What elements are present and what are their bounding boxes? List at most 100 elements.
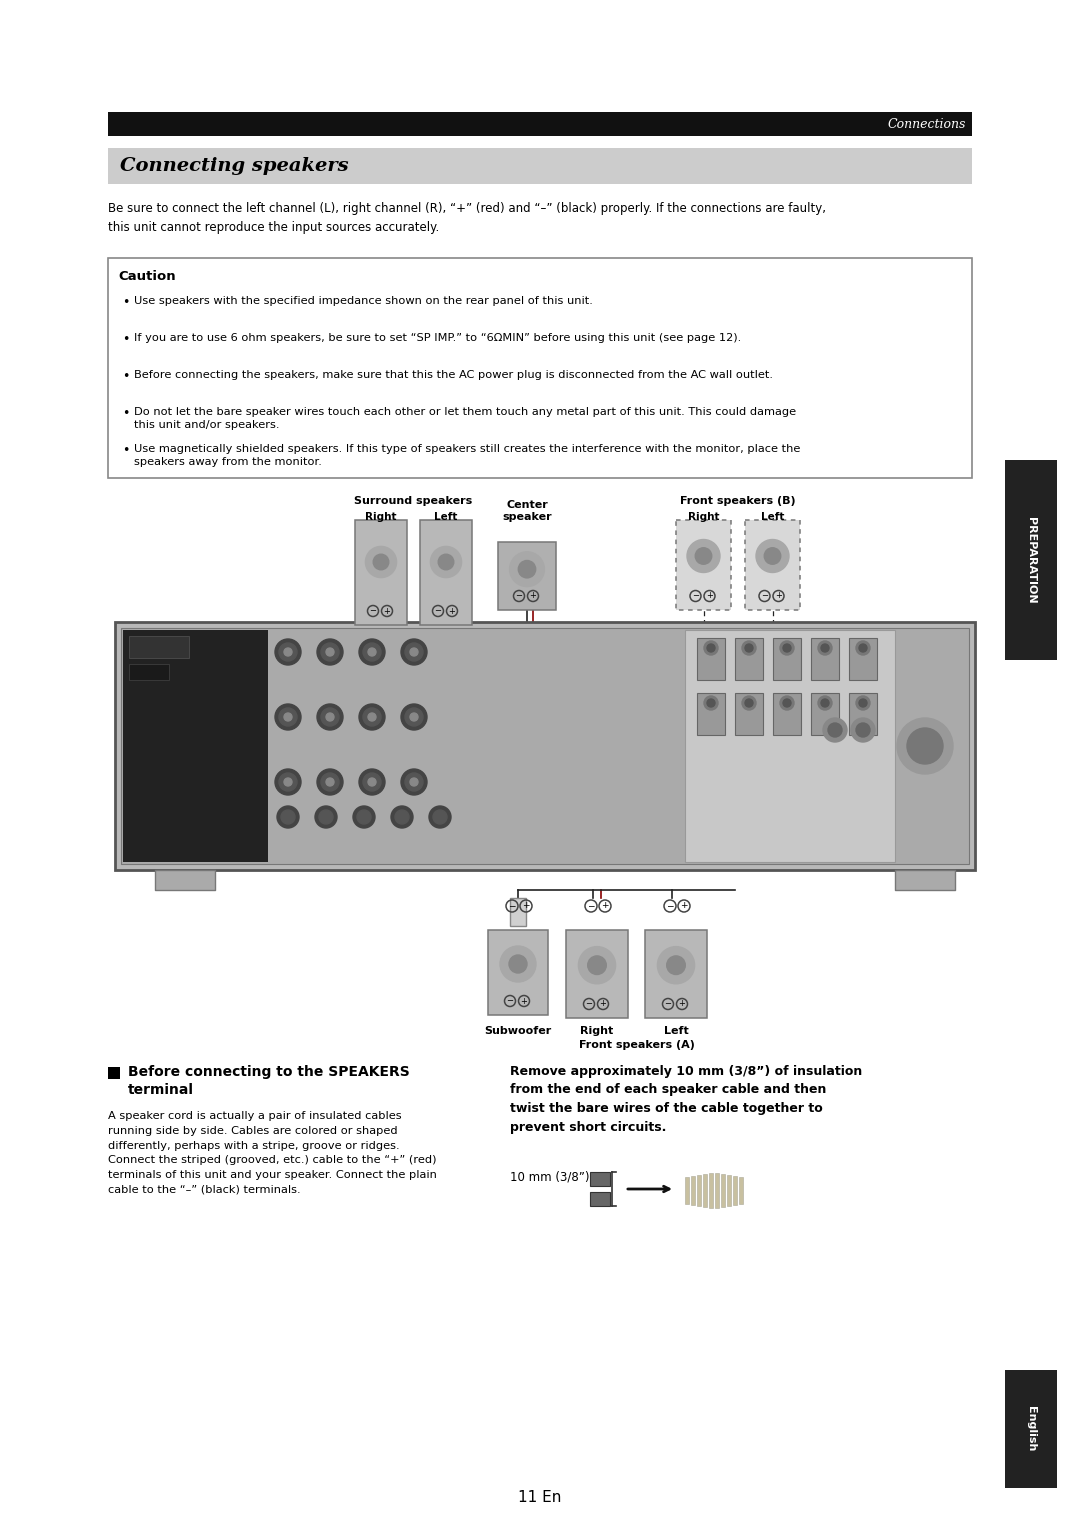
Circle shape — [368, 713, 376, 721]
Circle shape — [359, 770, 384, 796]
Circle shape — [395, 809, 409, 825]
Circle shape — [363, 709, 381, 725]
Bar — [697, 1174, 701, 1205]
Circle shape — [410, 777, 418, 786]
Circle shape — [745, 699, 753, 707]
Text: +: + — [706, 591, 713, 600]
Circle shape — [742, 641, 756, 655]
Bar — [676, 521, 731, 609]
Circle shape — [818, 696, 832, 710]
Circle shape — [319, 809, 333, 825]
Text: 10 mm (3/8”): 10 mm (3/8”) — [510, 1170, 590, 1183]
Text: +: + — [602, 901, 609, 910]
Circle shape — [707, 699, 715, 707]
Circle shape — [318, 704, 343, 730]
Bar — [773, 693, 801, 734]
Circle shape — [276, 806, 299, 828]
Circle shape — [518, 560, 536, 577]
Circle shape — [765, 548, 781, 565]
Text: −: − — [666, 901, 674, 910]
Text: −: − — [585, 1000, 593, 1008]
Circle shape — [405, 643, 423, 661]
Circle shape — [357, 809, 372, 825]
Text: Center
speaker: Center speaker — [502, 499, 552, 522]
Bar — [721, 1174, 725, 1206]
Circle shape — [318, 638, 343, 664]
Text: English: English — [1026, 1406, 1036, 1452]
Circle shape — [321, 709, 339, 725]
Bar — [1005, 1370, 1057, 1487]
Circle shape — [666, 956, 686, 974]
Text: Caution: Caution — [118, 270, 176, 282]
Bar — [108, 111, 972, 136]
Circle shape — [359, 704, 384, 730]
Circle shape — [405, 773, 423, 791]
Text: +: + — [383, 606, 391, 615]
Text: −: − — [434, 606, 442, 615]
Bar — [691, 1176, 696, 1205]
Text: PREPARATION: PREPARATION — [1026, 516, 1036, 603]
Text: Use magnetically shielded speakers. If this type of speakers still creates the i: Use magnetically shielded speakers. If t… — [134, 444, 800, 467]
Text: Before connecting to the SPEAKERS: Before connecting to the SPEAKERS — [129, 1064, 409, 1080]
Circle shape — [391, 806, 413, 828]
Text: −: − — [507, 997, 513, 1005]
Text: −: − — [588, 901, 595, 910]
Bar — [849, 638, 877, 680]
Bar — [685, 631, 895, 863]
Text: +: + — [448, 606, 456, 615]
Bar — [811, 693, 839, 734]
Bar — [420, 521, 472, 625]
Bar — [108, 148, 972, 183]
Circle shape — [279, 643, 297, 661]
Circle shape — [783, 644, 791, 652]
Bar — [121, 628, 969, 864]
Bar — [1005, 460, 1057, 660]
Bar — [733, 1176, 737, 1205]
Bar — [590, 1193, 610, 1206]
Text: Front speakers (B): Front speakers (B) — [680, 496, 796, 505]
Text: Use speakers with the specified impedance shown on the rear panel of this unit.: Use speakers with the specified impedanc… — [134, 296, 593, 305]
Text: •: • — [122, 370, 130, 383]
Circle shape — [696, 548, 712, 565]
Circle shape — [433, 809, 447, 825]
Circle shape — [353, 806, 375, 828]
Circle shape — [374, 554, 389, 570]
Bar — [697, 638, 725, 680]
Bar — [703, 1174, 707, 1206]
Circle shape — [284, 777, 292, 786]
Circle shape — [510, 551, 544, 586]
Text: terminal: terminal — [129, 1083, 194, 1096]
Text: +: + — [523, 901, 530, 910]
Circle shape — [821, 699, 829, 707]
Text: −: − — [664, 1000, 672, 1008]
Bar — [156, 870, 215, 890]
Circle shape — [279, 773, 297, 791]
Text: +: + — [680, 901, 688, 910]
Circle shape — [856, 722, 870, 738]
Circle shape — [326, 777, 334, 786]
Text: Subwoofer: Subwoofer — [484, 1026, 552, 1035]
Text: Right: Right — [580, 1026, 613, 1035]
Bar — [355, 521, 407, 625]
Circle shape — [707, 644, 715, 652]
Text: If you are to use 6 ohm speakers, be sure to set “SP IMP.” to “6ΩMIN” before usi: If you are to use 6 ohm speakers, be sur… — [134, 333, 741, 344]
Circle shape — [500, 947, 536, 982]
Circle shape — [368, 647, 376, 657]
Text: Be sure to connect the left channel (L), right channel (R), “+” (red) and “–” (b: Be sure to connect the left channel (L),… — [108, 202, 826, 234]
FancyBboxPatch shape — [108, 258, 972, 478]
Circle shape — [284, 647, 292, 657]
Text: +: + — [599, 1000, 607, 1008]
Bar — [114, 621, 975, 870]
Bar — [773, 638, 801, 680]
Text: •: • — [122, 444, 130, 457]
Circle shape — [828, 722, 842, 738]
Text: Right: Right — [688, 512, 719, 522]
Text: •: • — [122, 296, 130, 308]
Circle shape — [275, 638, 301, 664]
Circle shape — [321, 773, 339, 791]
Circle shape — [401, 770, 427, 796]
Circle shape — [783, 699, 791, 707]
Circle shape — [851, 718, 875, 742]
Circle shape — [401, 638, 427, 664]
Text: Left: Left — [434, 512, 458, 522]
